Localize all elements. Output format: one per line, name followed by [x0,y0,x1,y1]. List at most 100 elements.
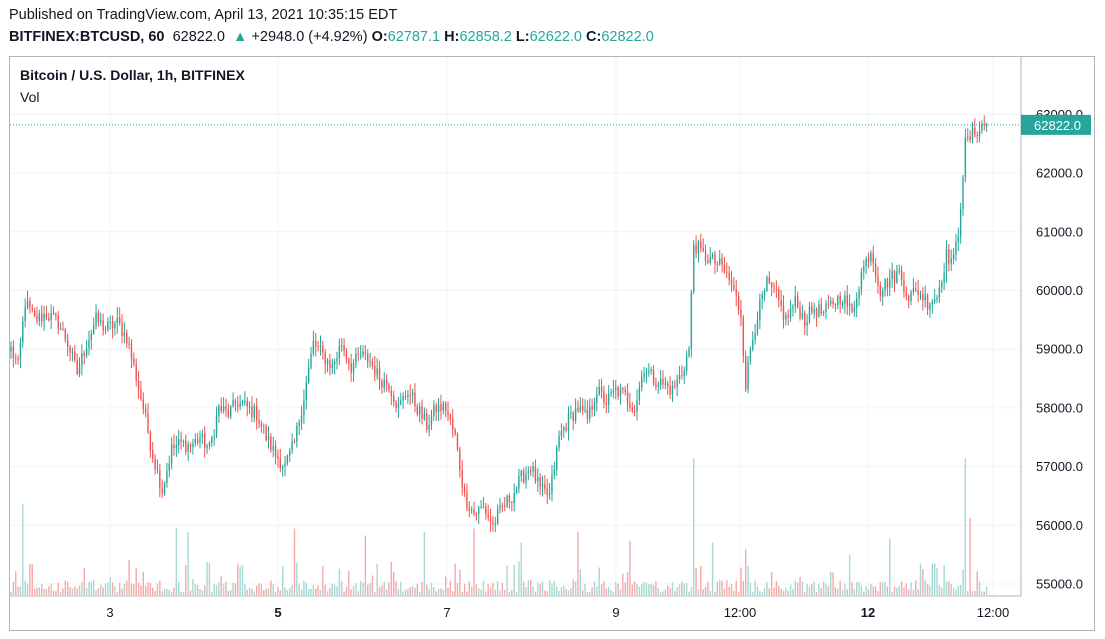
volume-bar [107,582,109,595]
candle-body [915,288,917,290]
candle-body [711,254,714,258]
candle-body [90,333,93,341]
candle-body [281,466,284,469]
candle-body [305,382,307,400]
volume-bar [832,572,834,595]
candle-body [170,444,173,464]
candle-body [707,260,709,263]
volume-bar [586,592,589,595]
volume-bar [761,592,763,595]
volume-bar [414,587,416,595]
volume-bar [154,590,156,595]
candle-body [357,353,359,355]
candle-body [924,295,926,301]
candle-body [787,315,789,318]
volume-bar [237,563,239,595]
volume-bar [343,591,345,595]
volume-bar [229,589,232,595]
candle-body [652,369,655,384]
candle-body [194,439,196,444]
volume-bar [62,588,64,595]
candle-body [976,135,978,137]
volume-bar [383,581,385,595]
candle-body [929,304,931,310]
candle-body [26,300,29,308]
candle-body [839,295,841,305]
candle-body [874,263,877,277]
volume-bar [234,583,237,595]
volume-bar [426,584,428,595]
volume-bar [756,586,759,595]
volume-bar [629,540,631,595]
candle-body [447,411,449,415]
candle-body [537,477,539,482]
candle-body [111,321,114,329]
volume-bar [121,588,123,595]
candle-body [499,505,501,510]
candle-body [104,329,107,331]
candle-body [152,450,154,459]
candle-body [286,455,289,464]
volume-bar [423,532,426,595]
volume-bar [534,591,537,595]
volume-bar [470,586,473,595]
volume-bar [24,580,26,595]
candle-body [796,296,799,308]
candle-body [130,344,133,359]
price-axis: 63000.062000.061000.060000.059000.058000… [1020,57,1083,596]
candle-body [813,308,815,313]
candle-body [291,441,293,451]
volume-bar [674,590,676,595]
candle-body [945,249,948,273]
volume-bar [81,582,83,595]
volume-bar [104,583,107,595]
candle-body [522,471,525,483]
candle-body [206,445,208,448]
candle-body [518,476,520,489]
volume-bar [541,581,544,595]
candle-body [856,298,858,308]
volume-bar [759,591,761,595]
volume-bar [402,591,404,595]
volume-bar [111,582,114,595]
volume-bar [907,589,910,595]
candle-body [452,419,454,430]
candle-body [655,383,657,388]
volume-bar [917,589,919,595]
volume-bar [95,590,97,595]
candle-body [494,523,496,525]
candle-body [941,282,943,288]
volume-bar [898,585,900,595]
volume-bar [591,587,593,595]
time-tick-label: 12:00 [977,605,1010,620]
volume-bar [303,580,305,595]
candle-body [173,444,175,448]
candle-body [416,406,419,415]
candle-body [102,320,104,331]
volume-bar [371,575,374,595]
candle-body [293,441,296,443]
candle-body [645,372,648,374]
candle-body [48,318,50,321]
volume-bar [76,588,78,595]
chart-frame[interactable] [9,56,1095,631]
candle-body [85,348,88,356]
candle-body [962,177,964,210]
candle-body [307,367,310,383]
candle-body [466,491,468,508]
candle-body [359,354,362,356]
volume-bar [428,588,430,595]
volume-bar [822,581,825,595]
candle-body [376,368,378,376]
candle-body [872,252,874,264]
candle-body [740,309,742,318]
volume-bar [395,581,397,595]
candle-body [225,406,227,410]
candle-body [735,288,737,296]
volume-bar [50,583,52,595]
volume-bar [55,591,57,595]
volume-bar [789,584,792,595]
candle-body [116,317,119,324]
volume-bar [735,580,737,595]
